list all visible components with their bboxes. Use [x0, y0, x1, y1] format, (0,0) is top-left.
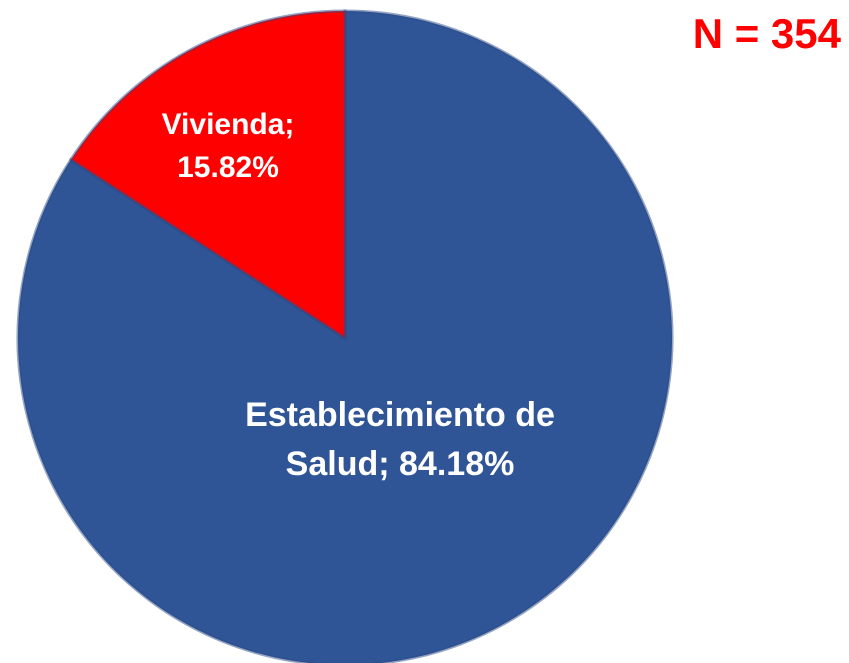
slice-name: Vivienda;	[161, 107, 295, 141]
pie-slice	[68, 9, 347, 341]
data-label: Establecimiento de Salud; 84.18%	[230, 391, 570, 490]
data-label: Vivienda; 15.82%	[138, 103, 318, 190]
slice-value: 15.82%	[177, 151, 279, 184]
chart-title: N = 354	[692, 10, 841, 57]
slice-name: Establecimiento de Salud;	[245, 395, 555, 483]
slice-value: 84.18%	[399, 444, 515, 483]
